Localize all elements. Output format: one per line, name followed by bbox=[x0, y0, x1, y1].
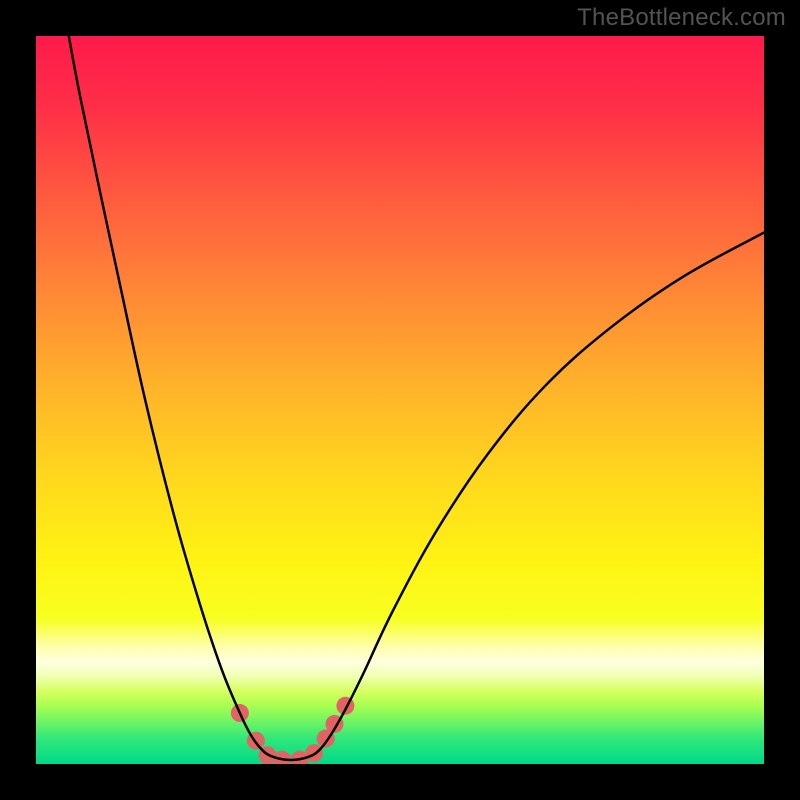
watermark-text: TheBottleneck.com bbox=[577, 4, 786, 32]
outer-frame: TheBottleneck.com bbox=[0, 0, 800, 800]
curve-line bbox=[69, 36, 764, 760]
bottleneck-curve bbox=[36, 36, 764, 764]
plot-area bbox=[36, 36, 764, 764]
